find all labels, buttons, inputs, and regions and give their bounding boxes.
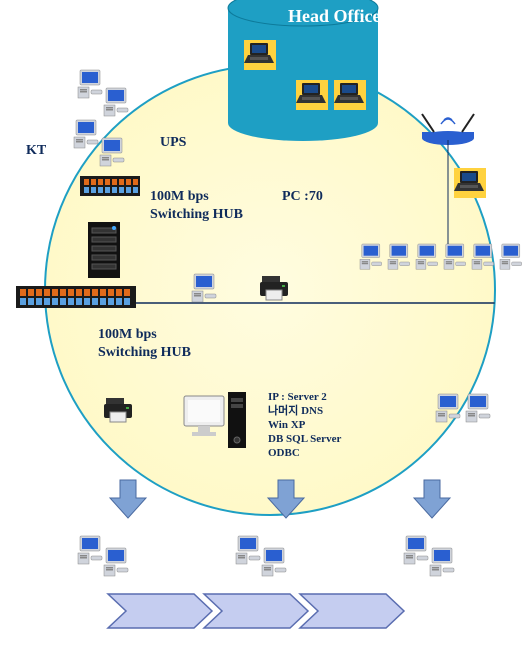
server-info-line: 나머지 DNS: [268, 403, 323, 417]
hub2-label-b: Switching HUB: [98, 345, 191, 360]
laptop-icon: [454, 168, 486, 198]
pc-icon: [104, 88, 128, 116]
laptop-icon: [296, 80, 328, 110]
laptop-icon: [334, 80, 366, 110]
pc-icon: [78, 536, 102, 564]
server-info-line: ODBC: [268, 447, 300, 459]
pc-icon: [466, 394, 490, 422]
server-tower-icon: [88, 222, 120, 278]
rack-switch-icon: [16, 286, 136, 308]
pc-icon: [74, 120, 98, 148]
server-info-line: IP : Server 2: [268, 391, 327, 403]
pc-icon: [262, 548, 286, 576]
rack-icon: [80, 176, 140, 196]
hub2-label-a: 100M bps: [98, 327, 157, 342]
laptop-icon: [244, 40, 276, 70]
pc-icon: [404, 536, 428, 564]
process-chevrons: [108, 594, 404, 628]
pc-icon: [104, 548, 128, 576]
pc-icon: [236, 536, 260, 564]
pc-icon: [500, 244, 522, 269]
server-info-line: DB SQL Server: [268, 433, 341, 445]
hub1-label-b: Switching HUB: [150, 207, 243, 222]
head-office-label: Head Office: [288, 6, 380, 26]
hub1-label-a: 100M bps: [150, 189, 209, 204]
arrow-down-icon: [414, 480, 450, 518]
kt-label: KT: [26, 143, 47, 158]
arrow-down-icon: [110, 480, 146, 518]
server-info-line: Win XP: [268, 419, 306, 431]
pc70-label: PC :70: [282, 189, 323, 204]
pc-icon: [430, 548, 454, 576]
pc-icon: [78, 70, 102, 98]
ups-label: UPS: [160, 135, 187, 150]
